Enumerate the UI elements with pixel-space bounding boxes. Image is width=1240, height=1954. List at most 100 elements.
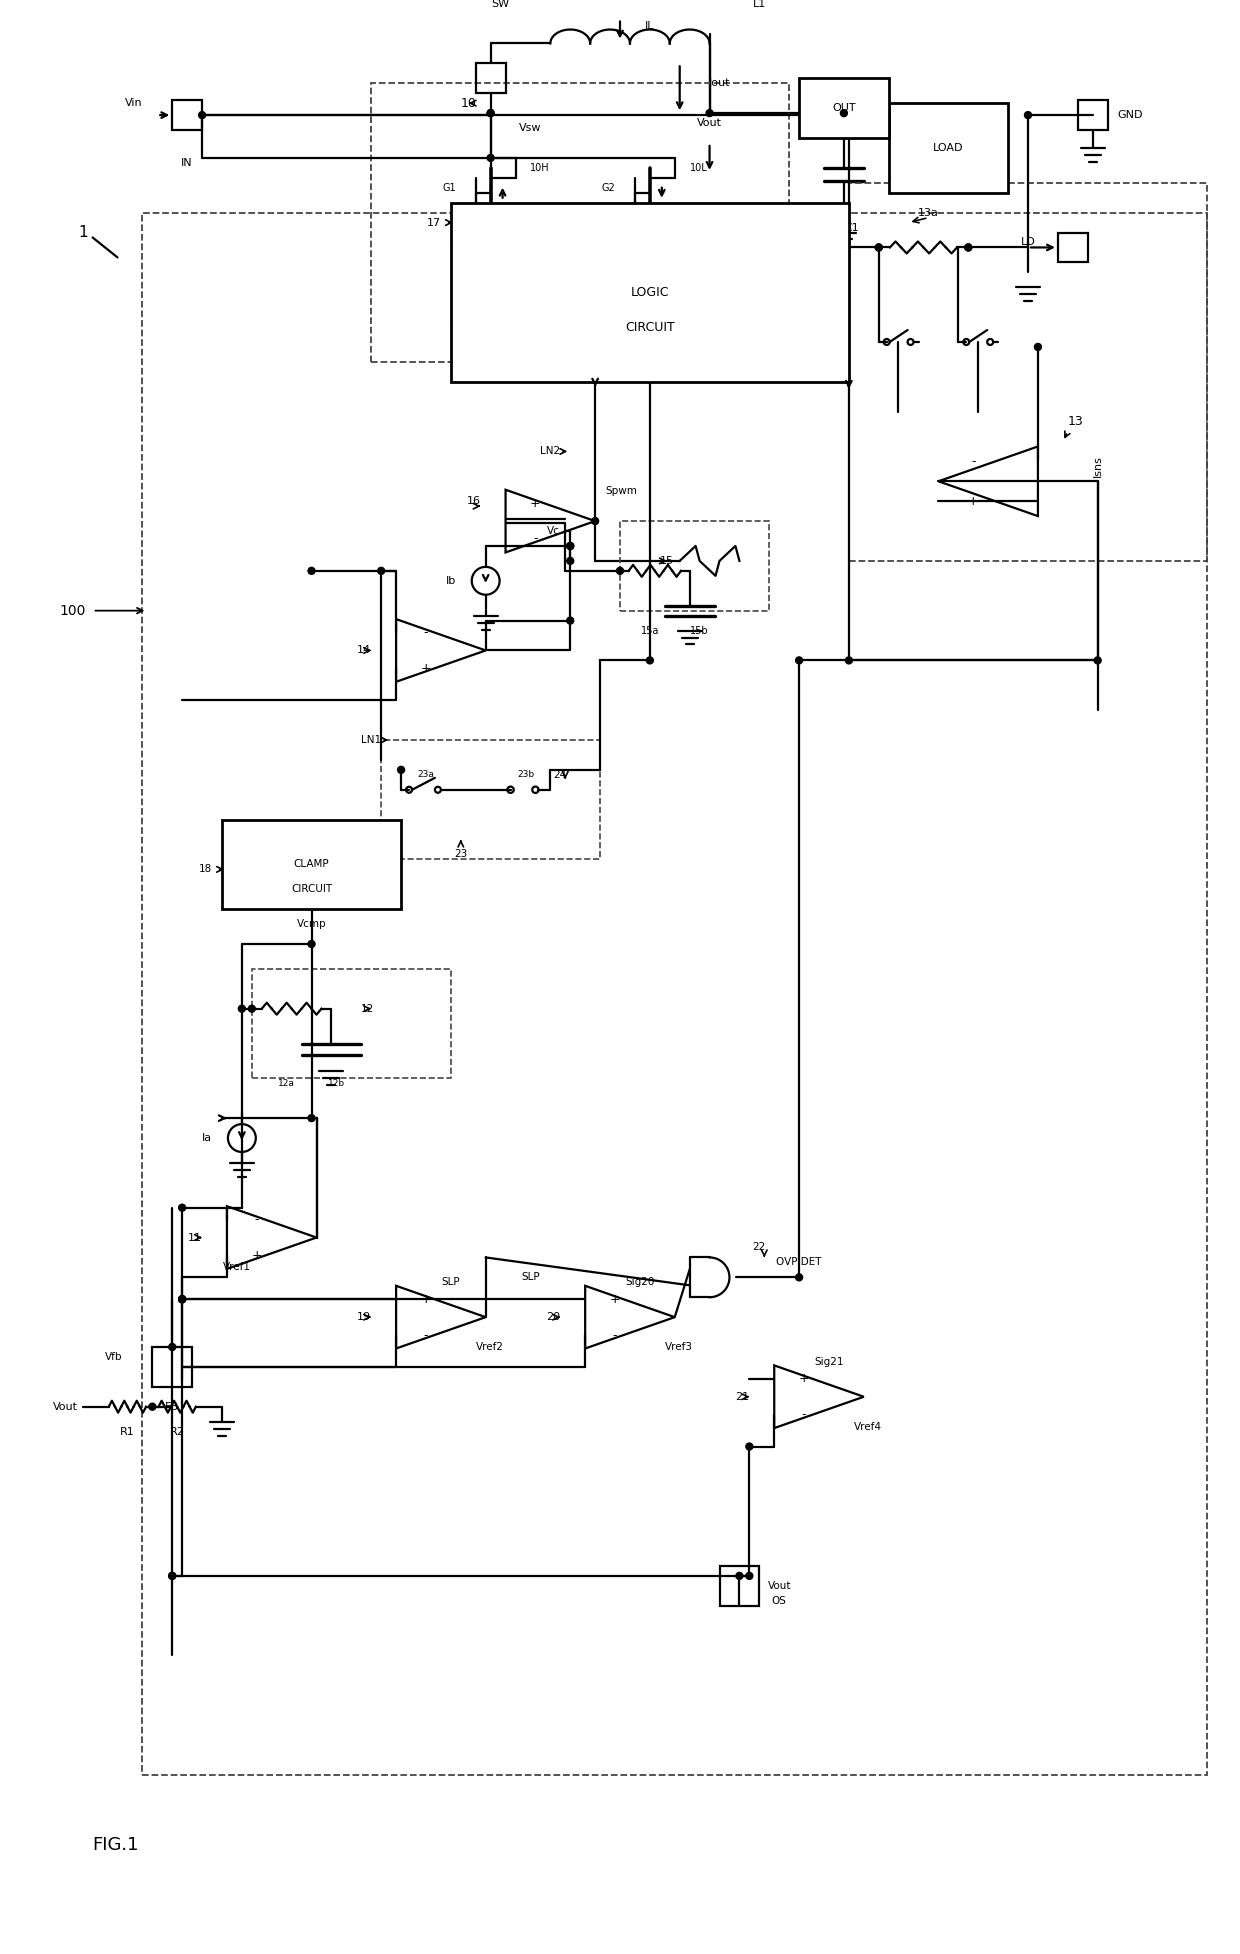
Bar	[620, 522, 769, 612]
Circle shape	[735, 1573, 743, 1579]
Text: 100: 100	[60, 604, 86, 617]
Text: C1: C1	[844, 223, 859, 233]
Circle shape	[567, 543, 574, 549]
Bar	[143, 213, 1207, 1774]
Bar	[719, 1565, 759, 1606]
Text: Vfb: Vfb	[105, 1352, 123, 1362]
Text: 10H: 10H	[531, 162, 551, 172]
Bar	[153, 1346, 192, 1387]
Circle shape	[567, 617, 574, 623]
Text: Vcmp: Vcmp	[296, 918, 326, 928]
Circle shape	[198, 111, 206, 119]
Text: 18: 18	[198, 864, 212, 873]
Text: IN: IN	[181, 158, 193, 168]
Text: Vout: Vout	[53, 1401, 78, 1411]
Bar	[1078, 100, 1107, 131]
Circle shape	[846, 657, 852, 664]
Circle shape	[796, 657, 802, 664]
Circle shape	[965, 244, 972, 250]
Bar	[889, 104, 1008, 193]
Text: 13: 13	[1068, 414, 1084, 428]
Text: 23: 23	[454, 850, 467, 860]
Text: LOAD: LOAD	[934, 143, 963, 152]
Text: CIRCUIT: CIRCUIT	[291, 885, 332, 895]
Text: R2: R2	[170, 1426, 185, 1436]
Circle shape	[567, 557, 574, 565]
Circle shape	[169, 1344, 176, 1350]
Text: 10L: 10L	[689, 162, 707, 172]
Text: OUT: OUT	[832, 104, 856, 113]
Bar	[476, 63, 506, 94]
Text: LN2: LN2	[541, 446, 560, 457]
Text: R1: R1	[120, 1426, 135, 1436]
Circle shape	[378, 567, 384, 574]
Text: CLAMP: CLAMP	[294, 860, 330, 870]
Text: 12: 12	[361, 1004, 374, 1014]
Text: Vref2: Vref2	[476, 1342, 503, 1352]
Text: -: -	[971, 455, 976, 467]
Circle shape	[169, 1573, 176, 1579]
Circle shape	[1094, 657, 1101, 664]
Circle shape	[591, 518, 599, 524]
Text: Ia: Ia	[202, 1133, 212, 1143]
Text: OS: OS	[771, 1596, 786, 1606]
Text: 10: 10	[461, 96, 476, 109]
Text: 1: 1	[78, 225, 88, 240]
Text: Spwm: Spwm	[605, 487, 637, 496]
Text: -: -	[802, 1409, 806, 1421]
Circle shape	[179, 1296, 186, 1303]
Text: -: -	[424, 1329, 428, 1342]
Text: 14: 14	[357, 645, 371, 655]
Circle shape	[875, 244, 882, 250]
Text: Vin: Vin	[125, 98, 143, 107]
Text: 21: 21	[735, 1391, 749, 1401]
Text: 19: 19	[357, 1313, 371, 1323]
Text: +: +	[420, 1294, 432, 1305]
Text: +: +	[610, 1294, 620, 1305]
Bar	[1058, 233, 1087, 262]
Text: SLP: SLP	[441, 1278, 460, 1288]
Circle shape	[841, 109, 847, 117]
Circle shape	[179, 1296, 186, 1303]
Bar	[371, 84, 789, 361]
Text: G1: G1	[443, 184, 456, 193]
Circle shape	[616, 567, 624, 574]
Text: +: +	[799, 1372, 810, 1385]
Circle shape	[567, 543, 574, 549]
Circle shape	[746, 1573, 753, 1579]
Text: FB: FB	[165, 1401, 180, 1411]
Text: 22: 22	[753, 1243, 766, 1253]
Text: 15a: 15a	[641, 625, 658, 635]
Text: GND: GND	[1117, 109, 1143, 119]
Text: Vout: Vout	[768, 1581, 791, 1591]
Text: 17: 17	[427, 217, 441, 227]
Text: 13a: 13a	[918, 207, 939, 217]
Text: 12b: 12b	[327, 1079, 345, 1088]
Text: +: +	[531, 496, 541, 510]
Text: 15: 15	[660, 555, 673, 567]
Text: 20: 20	[546, 1313, 560, 1323]
Text: LOGIC: LOGIC	[631, 285, 670, 299]
Text: 23b: 23b	[517, 770, 534, 780]
Bar	[849, 184, 1207, 561]
Circle shape	[248, 1004, 255, 1012]
Text: LD: LD	[1021, 238, 1035, 248]
Circle shape	[487, 154, 494, 162]
Bar	[252, 969, 451, 1079]
Circle shape	[646, 657, 653, 664]
Bar	[172, 100, 202, 131]
Circle shape	[875, 244, 882, 250]
Circle shape	[1034, 344, 1042, 350]
Text: +: +	[420, 662, 432, 674]
Bar	[451, 203, 849, 381]
Circle shape	[796, 1274, 802, 1280]
Circle shape	[1024, 111, 1032, 119]
Circle shape	[398, 766, 404, 774]
Text: 11: 11	[188, 1233, 202, 1243]
Text: -: -	[613, 1329, 618, 1342]
Text: G2: G2	[601, 184, 615, 193]
Text: 12a: 12a	[278, 1079, 295, 1088]
Text: -: -	[424, 625, 428, 639]
Circle shape	[179, 1296, 186, 1303]
Circle shape	[746, 1442, 753, 1450]
